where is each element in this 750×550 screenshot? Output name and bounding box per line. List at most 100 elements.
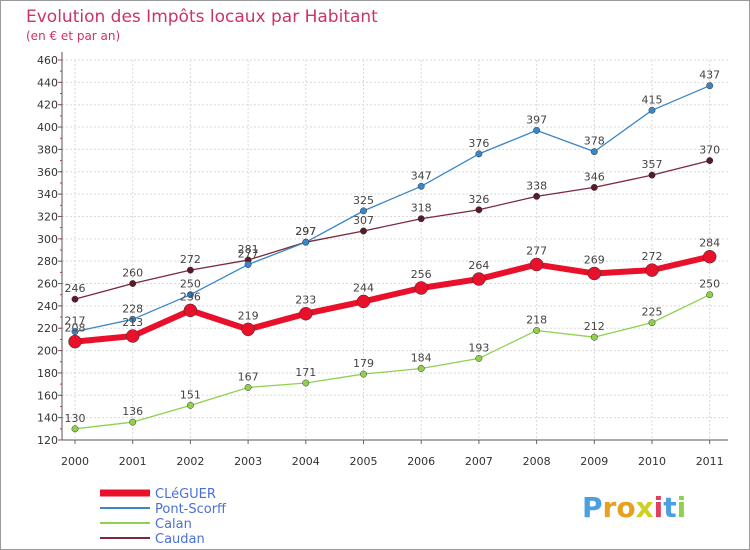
data-label-pont-scorff: 347 [411, 169, 432, 182]
data-label-cl-guer: 264 [468, 259, 489, 272]
data-label-calan: 212 [584, 320, 605, 333]
data-point-pont-scorff [129, 315, 137, 323]
x-tick-label: 2010 [638, 455, 666, 468]
y-tick-label: 340 [37, 188, 58, 201]
data-label-calan: 130 [65, 412, 86, 425]
data-label-cl-guer: 272 [642, 250, 663, 263]
proxiti-logo: Proxiti [582, 491, 686, 524]
data-point-pont-scorff [706, 82, 714, 90]
data-point-pont-scorff [648, 106, 656, 114]
y-tick-label: 440 [37, 76, 58, 89]
data-point-calan [533, 327, 541, 334]
data-point-calan [590, 333, 598, 341]
data-point-cl-guer [299, 306, 313, 321]
data-point-caudan [533, 192, 541, 200]
data-label-cl-guer: 277 [526, 245, 547, 258]
y-tick-label: 420 [37, 99, 58, 112]
data-label-caudan: 281 [238, 243, 259, 256]
data-point-cl-guer [587, 266, 602, 281]
data-label-calan: 225 [642, 306, 663, 319]
data-point-calan [706, 291, 714, 299]
data-point-cl-guer [241, 322, 255, 337]
data-label-pont-scorff: 325 [353, 194, 374, 207]
data-point-calan [475, 354, 483, 362]
data-label-caudan: 357 [642, 158, 663, 171]
data-point-pont-scorff [244, 261, 252, 268]
data-label-pont-scorff: 250 [180, 278, 201, 291]
legend-label-pont-scorff: Pont-Scorff [155, 502, 227, 517]
data-point-caudan [706, 157, 714, 165]
data-label-calan: 179 [353, 357, 374, 370]
y-tick-label: 120 [37, 434, 58, 447]
data-point-calan [186, 401, 194, 409]
data-label-pont-scorff: 297 [295, 225, 316, 238]
x-tick-label: 2001 [119, 455, 147, 468]
data-point-cl-guer [645, 263, 659, 277]
data-label-caudan: 260 [122, 267, 143, 280]
y-tick-label: 320 [37, 210, 58, 223]
data-point-cl-guer [414, 281, 428, 295]
data-label-pont-scorff: 228 [122, 302, 143, 315]
x-tick-label: 2003 [234, 455, 262, 468]
data-label-caudan: 346 [584, 170, 605, 183]
data-point-pont-scorff [590, 148, 598, 156]
y-tick-label: 380 [37, 143, 58, 156]
data-point-pont-scorff [417, 182, 425, 190]
data-label-cl-guer: 269 [584, 253, 605, 266]
data-point-calan [417, 365, 425, 372]
data-label-pont-scorff: 277 [238, 248, 259, 261]
y-tick-label: 220 [37, 322, 58, 335]
data-point-calan [360, 370, 367, 378]
series-line-caudan [74, 159, 710, 300]
x-tick-label: 2007 [465, 455, 493, 468]
data-label-cl-guer: 219 [238, 309, 259, 322]
data-label-calan: 218 [526, 313, 547, 326]
y-tick-label: 260 [37, 278, 58, 291]
data-point-calan [302, 379, 310, 387]
data-point-cl-guer [472, 272, 486, 286]
data-label-cl-guer: 208 [65, 322, 86, 335]
data-label-caudan: 370 [699, 144, 720, 157]
y-tick-label: 400 [37, 121, 58, 134]
y-tick-label: 240 [37, 300, 58, 313]
data-label-caudan: 326 [468, 193, 489, 206]
y-tick-label: 460 [37, 54, 58, 67]
data-label-cl-guer: 256 [411, 268, 432, 281]
y-tick-label: 180 [37, 367, 58, 380]
data-point-cl-guer [68, 334, 82, 349]
data-point-pont-scorff [302, 238, 310, 246]
data-label-caudan: 246 [65, 282, 86, 295]
data-label-calan: 184 [411, 351, 432, 364]
data-label-pont-scorff: 415 [642, 93, 663, 106]
data-label-cl-guer: 244 [353, 281, 374, 294]
data-label-caudan: 297 [295, 225, 316, 238]
data-point-pont-scorff [186, 291, 194, 299]
data-label-calan: 167 [238, 370, 259, 383]
y-tick-label: 360 [37, 166, 58, 179]
data-label-cl-guer: 284 [699, 237, 720, 250]
x-tick-label: 2000 [61, 455, 89, 468]
data-label-cl-guer: 236 [180, 290, 201, 303]
legend-label-cl-guer: CLéGUER [155, 487, 216, 502]
data-label-caudan: 307 [353, 214, 374, 227]
data-point-pont-scorff [71, 328, 79, 336]
data-point-caudan [475, 206, 483, 214]
data-label-pont-scorff: 217 [65, 315, 86, 328]
x-tick-label: 2006 [407, 455, 435, 468]
data-point-cl-guer [183, 303, 198, 318]
data-label-caudan: 338 [526, 179, 547, 192]
data-label-caudan: 272 [180, 253, 201, 266]
data-point-cl-guer [356, 294, 371, 309]
legend-label-calan: Calan [155, 517, 192, 532]
data-point-cl-guer [529, 257, 544, 272]
x-tick-label: 2009 [580, 455, 608, 468]
data-point-pont-scorff [475, 150, 483, 158]
data-label-caudan: 318 [411, 202, 432, 215]
data-point-caudan [71, 295, 79, 303]
chart-subtitle: (en € et par an) [26, 29, 120, 43]
series-line-cl-guer [74, 253, 711, 345]
y-tick-label: 140 [37, 412, 58, 425]
data-point-caudan [648, 171, 656, 179]
